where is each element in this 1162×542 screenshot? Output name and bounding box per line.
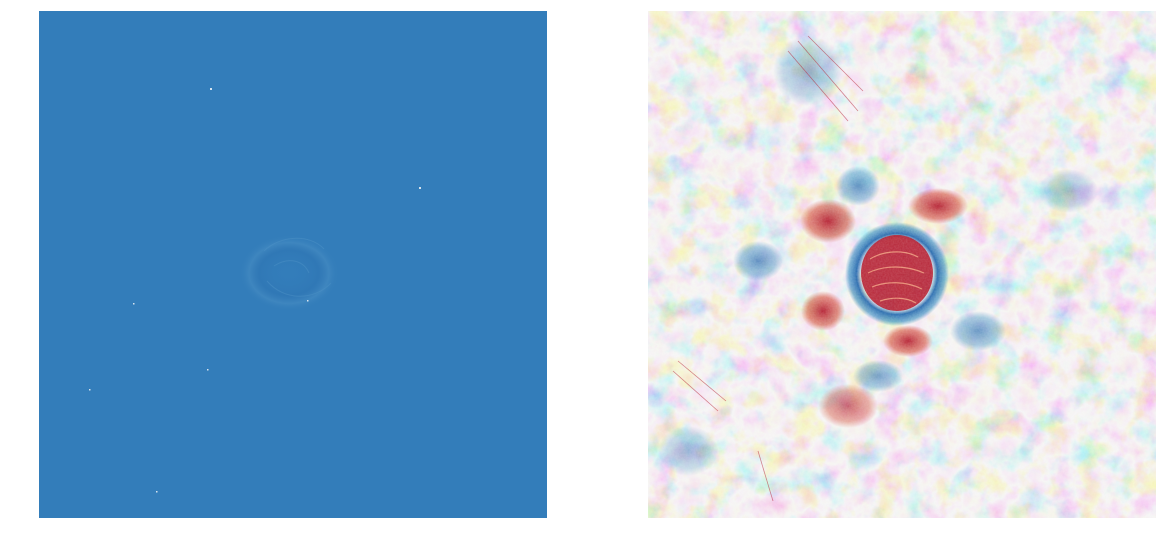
left-image-svg — [39, 11, 547, 518]
left-image-panel — [39, 11, 547, 518]
left-image-specks — [89, 88, 421, 493]
left-image-swirl — [263, 237, 332, 297]
right-image-fine-noise — [648, 11, 1156, 518]
left-image-center-feature — [239, 235, 339, 311]
right-image-svg — [648, 11, 1156, 518]
right-image-panel — [648, 11, 1156, 518]
